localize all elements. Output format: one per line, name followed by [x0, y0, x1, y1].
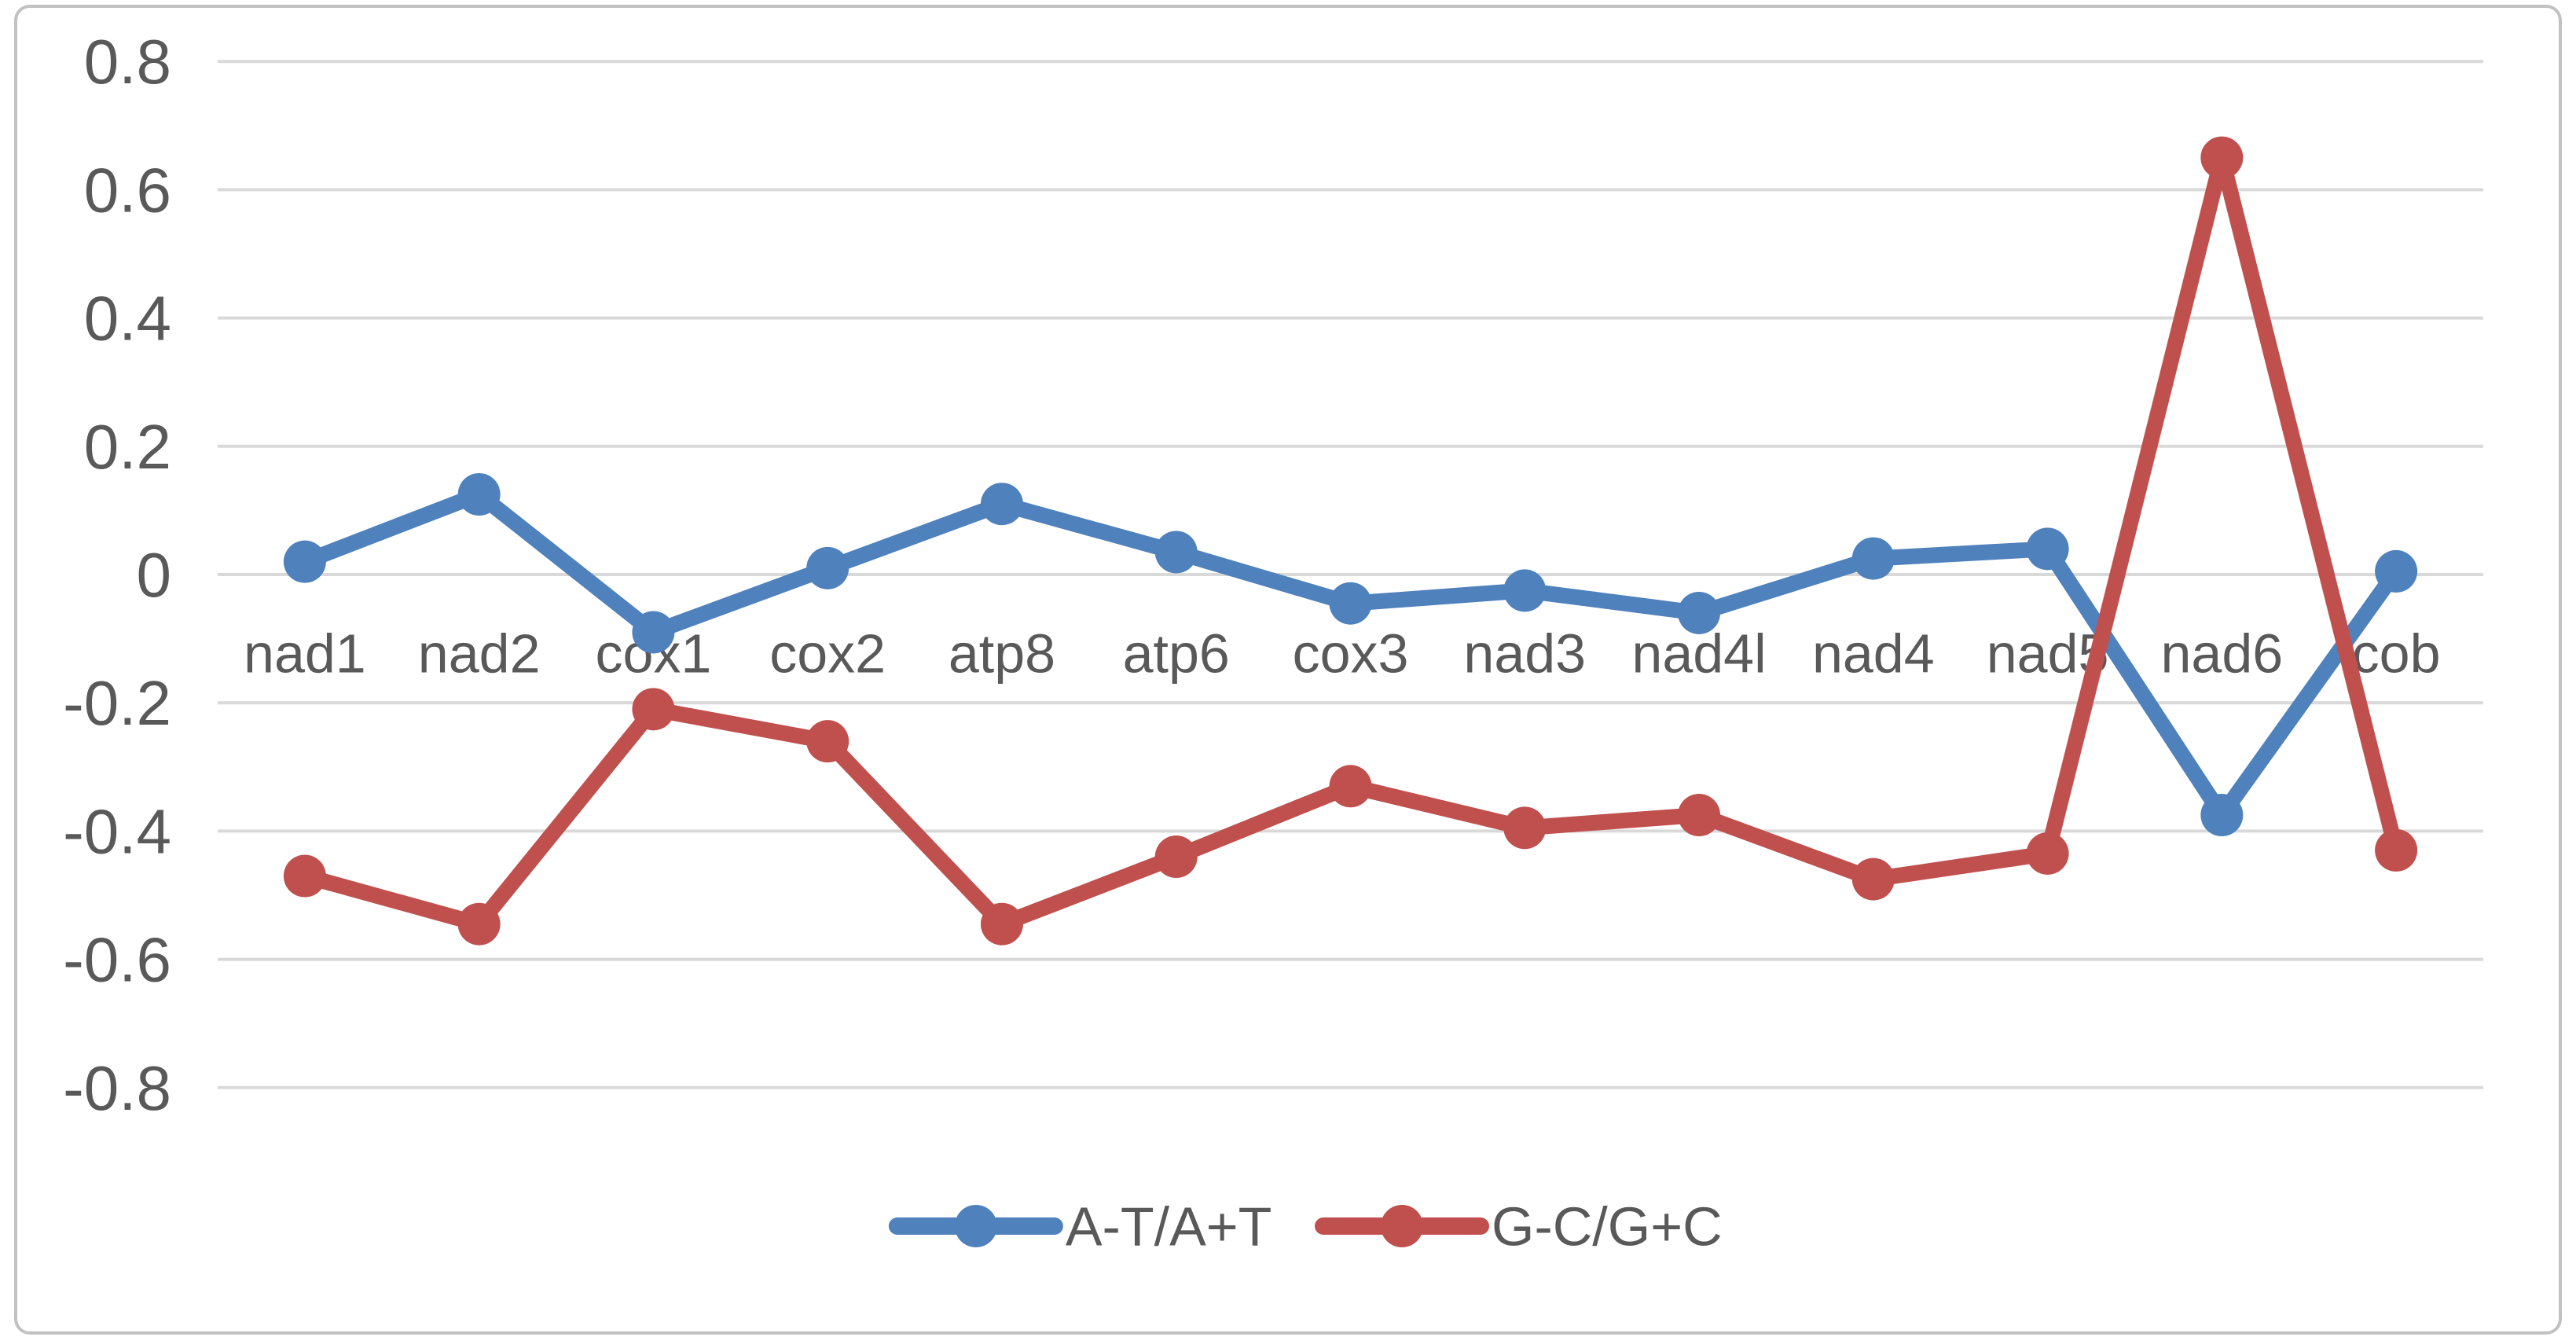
y-tick-label: -0.6 [63, 925, 171, 995]
y-tick-label: -0.2 [63, 668, 171, 738]
legend-marker-sample [1381, 1205, 1423, 1247]
data-point-marker [283, 540, 326, 583]
chart-frame-border [14, 5, 2562, 1335]
series-G-C/G+C [283, 136, 2418, 946]
data-point-marker [2026, 527, 2069, 571]
y-tick-label: 0.6 [84, 155, 171, 225]
data-point-marker [2375, 549, 2418, 593]
legend-label: A-T/A+T [1066, 1196, 1272, 1258]
data-point-marker [1503, 569, 1547, 612]
y-tick-label: -0.4 [63, 796, 171, 866]
data-point-marker [1503, 806, 1547, 850]
legend-label: G-C/G+C [1492, 1196, 1723, 1258]
data-point-marker [2026, 832, 2069, 875]
x-category-label: nad1 [244, 623, 366, 685]
x-category-label: cob [2352, 623, 2441, 685]
data-point-marker [806, 720, 849, 763]
data-point-marker [2200, 794, 2244, 836]
gridlines-group [218, 60, 2483, 1089]
data-point-marker [806, 546, 849, 589]
data-point-marker [2375, 828, 2418, 872]
data-point-marker [457, 473, 501, 516]
data-point-marker [1678, 794, 1721, 836]
x-category-label: nad4 [1812, 623, 1935, 685]
data-point-marker [1851, 537, 1895, 580]
data-point-marker [1329, 582, 1372, 625]
data-point-marker [1851, 857, 1895, 901]
series-A-T/A+T [283, 473, 2418, 836]
y-tick-label: 0.4 [84, 284, 171, 354]
data-point-marker [457, 902, 501, 946]
data-point-marker [632, 611, 675, 654]
legend: A-T/A+T G-C/G+C [888, 1196, 1723, 1258]
data-point-marker [1154, 835, 1198, 879]
x-category-label: atp8 [949, 623, 1055, 685]
x-axis-category-labels: nad1 nad2 cox1 cox2 atp8 atp6 cox3 nad3 nad4l nad… [244, 623, 2441, 685]
data-point-marker [1678, 591, 1721, 634]
data-point-marker [980, 902, 1023, 946]
x-category-label: nad6 [2160, 623, 2283, 685]
data-point-marker [283, 854, 326, 898]
y-tick-label: -0.8 [63, 1053, 171, 1123]
y-axis-tick-labels: 0.8 0.6 0.4 0.2 0 -0.2 -0.4 -0.6 -0.8 [63, 27, 171, 1123]
data-point-marker [632, 688, 675, 731]
x-category-label: cox2 [769, 623, 886, 685]
legend-item: G-C/G+C [1315, 1196, 1723, 1258]
data-point-marker [1329, 765, 1372, 808]
data-point-marker [2200, 136, 2244, 179]
x-category-label: nad3 [1463, 623, 1586, 685]
data-point-marker [980, 483, 1023, 526]
x-category-label: nad2 [418, 623, 541, 685]
legend-marker-sample [954, 1205, 997, 1247]
x-category-label: atp6 [1123, 623, 1230, 685]
x-category-label: cox3 [1293, 623, 1409, 685]
y-tick-label: 0 [137, 540, 172, 610]
y-tick-label: 0.8 [84, 27, 171, 97]
y-tick-label: 0.2 [84, 412, 171, 482]
data-point-marker [1154, 531, 1198, 574]
legend-item: A-T/A+T [888, 1196, 1272, 1258]
